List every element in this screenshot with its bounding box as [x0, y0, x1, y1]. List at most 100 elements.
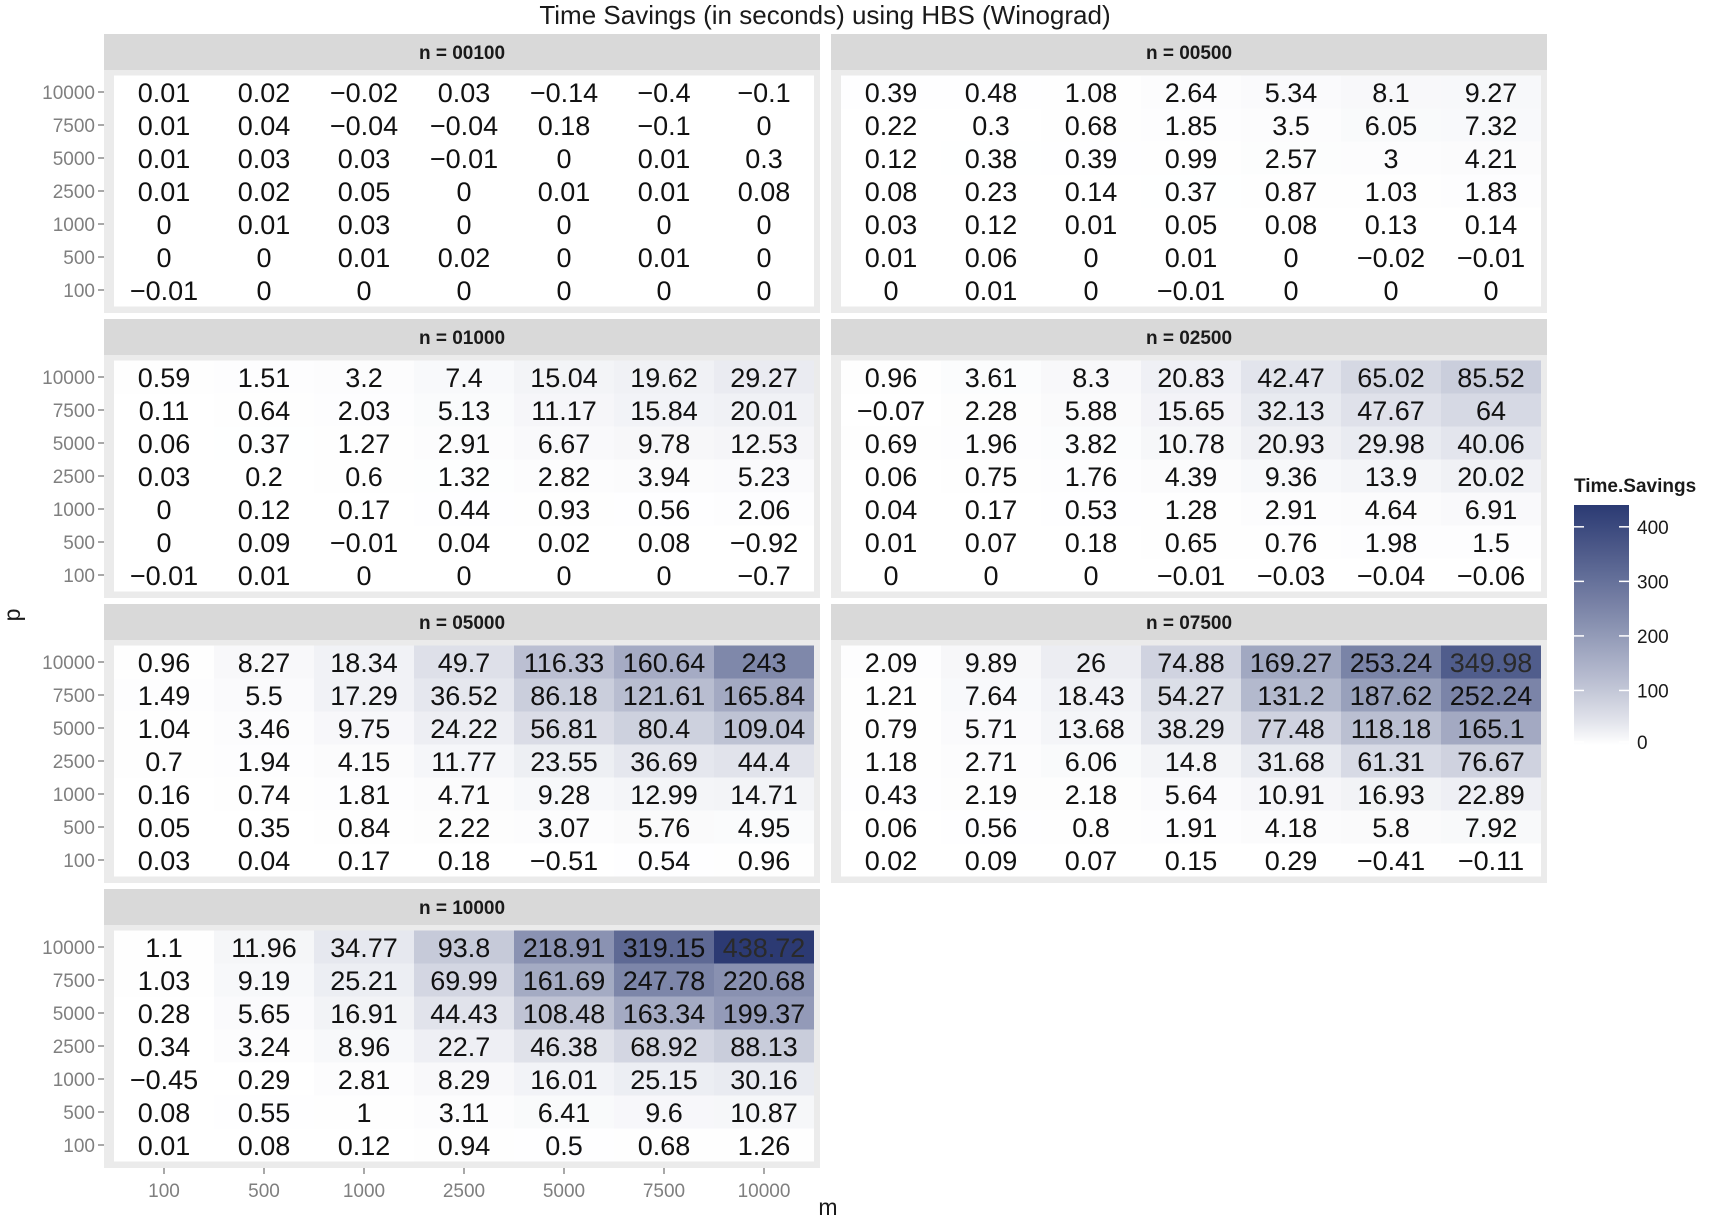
cell-value-label: 0.96 [738, 846, 791, 876]
cell-value-label: −0.14 [530, 78, 598, 108]
cell-value-label: −0.11 [1458, 846, 1524, 876]
cell-value-label: 0.14 [1465, 210, 1518, 240]
cell-value-label: 1 [356, 1098, 371, 1128]
cell-value-label: 1.03 [138, 966, 191, 996]
cell-value-label: 0.03 [238, 144, 291, 174]
cell-value-label: 0.7 [145, 747, 183, 777]
cell-value-label: 16.93 [1357, 780, 1425, 810]
cell-value-label: 0 [356, 561, 371, 591]
cell-value-label: 0.39 [865, 78, 918, 108]
cell-value-label: 0.06 [965, 243, 1018, 273]
cell-value-label: 0.01 [865, 243, 918, 273]
cell-value-label: 0 [256, 276, 271, 306]
cell-value-label: 26 [1076, 648, 1106, 678]
heatmap-cell [941, 777, 1041, 811]
cell-value-label: 0.12 [338, 1131, 391, 1161]
cell-value-label: 25.15 [630, 1065, 698, 1095]
heatmap-cell [1141, 843, 1241, 877]
cell-value-label: 0.54 [638, 846, 691, 876]
cell-value-label: 252.24 [1450, 681, 1533, 711]
cell-value-label: 0.01 [638, 177, 691, 207]
heatmap-cell [514, 645, 614, 679]
cell-value-label: 0 [883, 561, 898, 591]
cell-value-label: 0.34 [138, 1032, 191, 1062]
x-tick-label: 5000 [543, 1181, 585, 1202]
heatmap-cell [414, 1095, 514, 1129]
heatmap-cell [1341, 810, 1441, 844]
heatmap-cell [614, 996, 714, 1030]
cell-value-label: 31.68 [1257, 747, 1325, 777]
cell-value-label: 0 [1383, 276, 1398, 306]
heatmap-cell [714, 711, 814, 745]
heatmap-cell [1241, 174, 1341, 208]
cell-value-label: 2.28 [965, 396, 1018, 426]
cell-value-label: 0 [156, 243, 171, 273]
cell-value-label: −0.01 [1157, 561, 1225, 591]
y-axis-title: p [0, 609, 25, 622]
cell-value-label: 0.93 [538, 495, 591, 525]
heatmap-cell [841, 273, 941, 307]
facet-strip [104, 889, 820, 925]
heatmap-cell [214, 711, 314, 745]
cell-value-label: −0.45 [130, 1065, 198, 1095]
cell-value-label: 0 [1283, 243, 1298, 273]
cell-value-label: 0.15 [1165, 846, 1218, 876]
facet-strip-label: n = 00500 [1146, 43, 1232, 64]
cell-value-label: 118.18 [1351, 714, 1432, 744]
heatmap-cell [214, 777, 314, 811]
cell-value-label: 7.32 [1465, 111, 1518, 141]
cell-value-label: 9.89 [965, 648, 1018, 678]
heatmap-cell [414, 711, 514, 745]
cell-value-label: 0.09 [965, 846, 1018, 876]
cell-value-label: 44.43 [430, 999, 498, 1029]
cell-value-label: 4.21 [1465, 144, 1518, 174]
heatmap-cell [1241, 492, 1341, 526]
cell-value-label: 247.78 [623, 966, 706, 996]
heatmap-cell [114, 558, 214, 592]
heatmap-cell [514, 1029, 614, 1063]
cell-value-label: 47.67 [1357, 396, 1425, 426]
heatmap-cell [514, 207, 614, 241]
facet-panel: n = 01000 0.59 1.51 3.2 7.4 15.04 19.62 29.27 0.… [104, 319, 820, 598]
heatmap-cell [514, 1095, 614, 1129]
cell-value-label: 20.01 [730, 396, 798, 426]
heatmap-cell [214, 240, 314, 274]
heatmap-cell [841, 810, 941, 844]
heatmap-cell [1241, 711, 1341, 745]
cell-value-label: 85.52 [1457, 363, 1525, 393]
heatmap-cell [1141, 207, 1241, 241]
facet-strip-label: n = 10000 [419, 898, 505, 919]
heatmap-cell [941, 678, 1041, 712]
cell-value-label: 0 [983, 561, 998, 591]
heatmap-cell [714, 558, 814, 592]
cell-value-label: 1.32 [438, 462, 491, 492]
heatmap-cell [1241, 678, 1341, 712]
heatmap-cell [614, 108, 714, 142]
cell-value-label: 0 [1083, 243, 1098, 273]
cell-value-label: 0.2 [245, 462, 283, 492]
cell-value-label: 2.06 [738, 495, 791, 525]
cell-value-label: 0.53 [1065, 495, 1118, 525]
heatmap-cell [1441, 744, 1541, 778]
heatmap-cell [114, 810, 214, 844]
cell-value-label: 0.02 [438, 243, 491, 273]
heatmap-cell [1441, 492, 1541, 526]
cell-value-label: 0.05 [138, 813, 191, 843]
cell-value-label: 0.12 [865, 144, 918, 174]
heatmap-cell [214, 525, 314, 559]
cell-value-label: 0 [656, 561, 671, 591]
heatmap-cell [114, 393, 214, 427]
heatmap-cell [114, 1029, 214, 1063]
x-tick-label: 1000 [343, 1181, 385, 1202]
heatmap-cell [314, 360, 414, 394]
cell-value-label: 0 [756, 210, 771, 240]
heatmap-cell [841, 360, 941, 394]
cell-value-label: 8.1 [1372, 78, 1410, 108]
heatmap-cell [1141, 360, 1241, 394]
cell-value-label: 76.67 [1457, 747, 1525, 777]
cell-value-label: 9.27 [1465, 78, 1518, 108]
heatmap-cell [1141, 645, 1241, 679]
cell-value-label: 0.65 [1165, 528, 1218, 558]
cell-value-label: 1.26 [738, 1131, 791, 1161]
